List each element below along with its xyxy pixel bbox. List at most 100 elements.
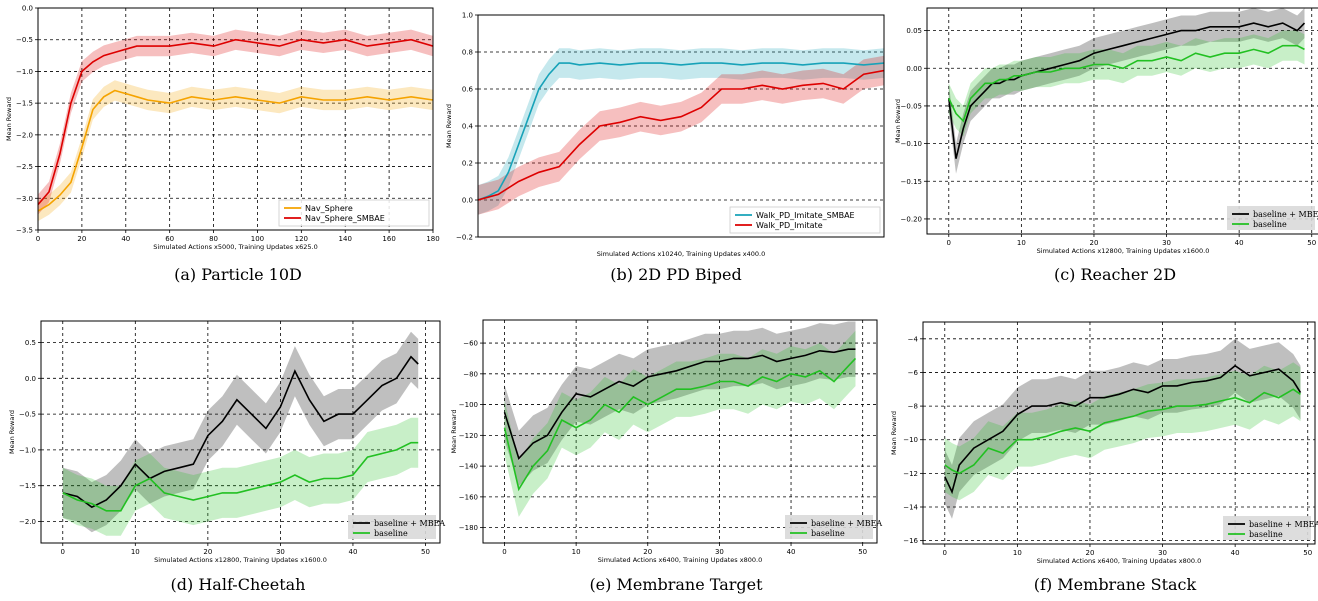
legend-label: baseline — [1253, 220, 1287, 229]
panel-caption: (a) Particle 10D — [174, 265, 302, 284]
series-band-0 — [38, 80, 433, 222]
y-tick-label: −3.5 — [16, 227, 33, 235]
x-axis-label: Simulated Actions x12800, Training Updat… — [154, 556, 327, 564]
x-tick-label: 30 — [276, 548, 285, 556]
series-line-1 — [62, 441, 419, 512]
legend-label: baseline + MBEA — [1249, 520, 1318, 529]
y-tick-label: −160 — [459, 493, 478, 501]
y-tick-label: −0.20 — [901, 215, 922, 223]
series-band-1 — [62, 417, 419, 536]
y-tick-label: 0.00 — [906, 65, 922, 73]
x-tick-label: 30 — [1162, 239, 1171, 247]
y-tick-label: 0.05 — [906, 27, 922, 35]
panel-0: 0 20 40 60 80 100 120 140 160 180 −3.5 −3.0 −2.5 −2.0… — [5, 5, 440, 285]
y-tick-label: −10 — [903, 436, 918, 444]
y-tick-label: −2.5 — [16, 163, 33, 171]
x-tick-label: 40 — [787, 548, 796, 556]
plot-frame — [37, 7, 434, 231]
legend-label: baseline + MBEA — [374, 519, 445, 528]
series-band-0 — [478, 48, 884, 215]
y-tick-label: −0.2 — [456, 234, 473, 242]
x-tick-label: 120 — [295, 235, 308, 243]
x-tick-label: 50 — [1307, 239, 1316, 247]
y-tick-label: 0.8 — [462, 49, 473, 57]
y-tick-label: −180 — [459, 524, 478, 532]
legend-label: Walk_PD_Imitate_SMBAE — [756, 211, 855, 220]
series-band-0 — [948, 8, 1305, 174]
y-tick-label: −1.0 — [16, 68, 33, 76]
legend-box — [278, 199, 430, 227]
y-tick-label: −140 — [459, 463, 478, 471]
y-tick-label: −14 — [903, 504, 918, 512]
series-line-1 — [944, 388, 1301, 475]
x-tick-label: 20 — [1086, 549, 1095, 557]
x-tick-label: 30 — [715, 548, 724, 556]
x-axis-label: Simulated Actions x6400, Training Update… — [1037, 557, 1201, 565]
y-tick-label: 0.6 — [462, 86, 474, 94]
plot-frame — [926, 7, 1318, 235]
panel-4: 0 10 20 30 40 50 −180 −160 −140 −120 −100 −80 −60 Sim… — [450, 319, 882, 594]
y-tick-label: −1.5 — [19, 482, 36, 490]
series-line-1 — [948, 44, 1305, 123]
x-tick-label: 0 — [502, 548, 506, 556]
legend-label: Nav_Sphere_SMBAE — [305, 214, 385, 223]
series-band-0 — [944, 338, 1301, 519]
panel-2: 0 10 20 30 40 50 −0.20 −0.15 −0.10 −0.05 0.00 0.05 S… — [894, 7, 1318, 284]
legend-label: Nav_Sphere — [305, 204, 353, 213]
series-band-1 — [478, 55, 884, 215]
x-tick-label: 60 — [165, 235, 174, 243]
x-tick-label: 40 — [1235, 239, 1244, 247]
y-tick-label: −100 — [459, 401, 478, 409]
y-tick-label: −16 — [903, 537, 918, 545]
x-tick-label: 180 — [426, 235, 439, 243]
legend-box — [729, 206, 881, 234]
y-tick-label: −2.0 — [19, 518, 36, 526]
x-tick-label: 10 — [131, 548, 140, 556]
y-tick-label: −80 — [463, 370, 478, 378]
panel-caption: (e) Membrane Target — [589, 575, 763, 594]
x-tick-label: 40 — [1231, 549, 1240, 557]
legend-label: baseline — [811, 529, 845, 538]
y-tick-label: −0.5 — [16, 36, 33, 44]
x-tick-label: 160 — [382, 235, 395, 243]
y-tick-label: 0.0 — [22, 5, 33, 13]
y-tick-label: −12 — [903, 470, 918, 478]
y-axis-label: Mean Reward — [8, 410, 16, 454]
y-tick-label: 0.4 — [462, 123, 474, 131]
plot-frame — [40, 320, 441, 544]
legend-label: baseline — [374, 529, 408, 538]
x-axis-label: Simulated Actions x6400, Training Update… — [598, 556, 762, 564]
y-tick-label: −6 — [908, 369, 919, 377]
series-band-1 — [38, 29, 433, 215]
y-tick-label: 0.5 — [25, 339, 36, 347]
panel-caption: (d) Half-Cheetah — [171, 575, 306, 594]
legend-box — [785, 515, 873, 539]
x-tick-label: 20 — [203, 548, 212, 556]
panel-3: 0 10 20 30 40 50 −2.0 −1.5 −1.0 −0.5 0.0 0.5 Simulat… — [8, 320, 445, 594]
x-tick-label: 40 — [348, 548, 357, 556]
y-tick-label: −8 — [908, 403, 918, 411]
x-tick-label: 140 — [339, 235, 352, 243]
x-axis-label: Simulated Actions x10240, Training Updat… — [597, 250, 766, 258]
x-tick-label: 50 — [858, 548, 867, 556]
series-line-1 — [478, 69, 884, 201]
y-tick-label: 0.0 — [25, 375, 36, 383]
x-axis-label: Simulated Actions x12800, Training Updat… — [1037, 247, 1210, 255]
series-band-1 — [504, 330, 856, 517]
panel-caption: (b) 2D PD Biped — [610, 265, 741, 284]
x-tick-label: 10 — [1017, 239, 1026, 247]
x-tick-label: 40 — [121, 235, 130, 243]
y-axis-label: Mean Reward — [450, 410, 458, 454]
legend-label: baseline + MBEA — [811, 519, 882, 528]
y-tick-label: −120 — [459, 432, 478, 440]
y-tick-label: −0.15 — [901, 178, 922, 186]
series-line-1 — [503, 357, 857, 492]
y-tick-label: 0.0 — [462, 197, 473, 205]
legend-box — [1227, 206, 1315, 230]
plot-frame — [482, 319, 878, 544]
x-tick-label: 0 — [61, 548, 65, 556]
series-line-0 — [38, 89, 433, 212]
x-tick-label: 80 — [209, 235, 218, 243]
x-tick-label: 20 — [77, 235, 86, 243]
series-band-0 — [62, 331, 419, 533]
